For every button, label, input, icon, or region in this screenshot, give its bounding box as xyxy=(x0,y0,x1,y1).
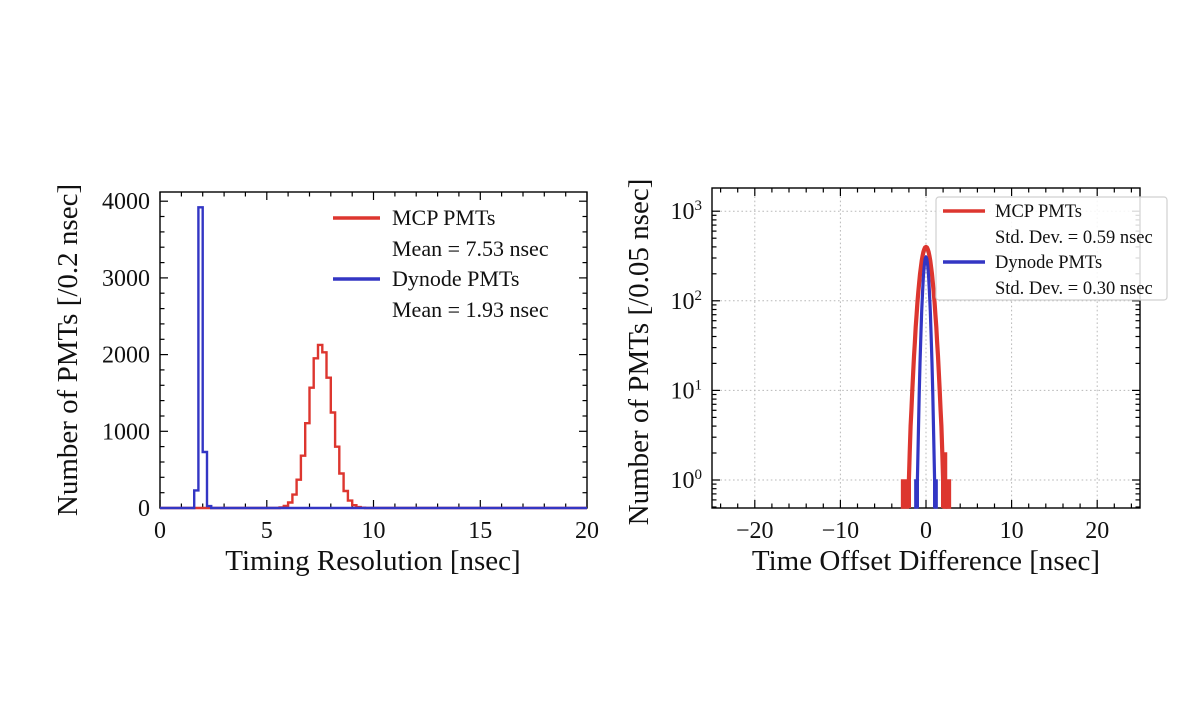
legend-stat-mcp: Std. Dev. = 0.59 nsec xyxy=(995,228,1153,248)
legend-label-mcp: MCP PMTs xyxy=(995,202,1082,222)
legend-stat-dynode: Std. Dev. = 0.30 nsec xyxy=(995,279,1153,299)
x-tick-label: 0 xyxy=(154,518,166,544)
legend-stat-mcp: Mean = 7.53 nsec xyxy=(392,236,549,261)
legend-label-dynode: Dynode PMTs xyxy=(392,266,519,291)
outlier-bar-mcp-pmts xyxy=(945,479,952,509)
x-tick-label: 5 xyxy=(261,518,273,544)
legend-frame xyxy=(935,196,1168,301)
x-tick-label: 20 xyxy=(1085,518,1109,544)
histogram-mcp-pmts xyxy=(160,343,587,510)
x-tick-label: 10 xyxy=(1000,518,1024,544)
right-legend: MCP PMTs Std. Dev. = 0.59 nsec Dynode PM… xyxy=(935,196,1168,301)
histogram-dynode-pmts xyxy=(160,206,587,510)
histogram-dynode-pmts xyxy=(915,255,937,508)
y-tick-label: 102 xyxy=(671,288,703,315)
legend-label-mcp: MCP PMTs xyxy=(392,205,495,230)
x-tick-label: −20 xyxy=(736,518,774,544)
histogram-mcp-pmts xyxy=(906,244,946,508)
right-yaxis-title: Number of PMTs [/0.05 nsec] xyxy=(623,179,655,526)
x-tick-label: 20 xyxy=(575,518,599,544)
left-xaxis-title: Timing Resolution [nsec] xyxy=(225,545,520,577)
x-tick-label: −10 xyxy=(822,518,860,544)
y-tick-label: 4000 xyxy=(102,189,150,215)
y-tick-label: 1000 xyxy=(102,419,150,445)
x-tick-label: 0 xyxy=(920,518,932,544)
x-tick-label: 10 xyxy=(362,518,386,544)
y-tick-label: 100 xyxy=(671,467,703,494)
y-tick-label: 0 xyxy=(138,496,150,522)
left-legend: MCP PMTs Mean = 7.53 nsec Dynode PMTs Me… xyxy=(333,205,549,322)
legend-label-dynode: Dynode PMTs xyxy=(995,253,1102,273)
left-yaxis-title: Number of PMTs [/0.2 nsec] xyxy=(52,184,84,516)
x-tick-label: 15 xyxy=(468,518,492,544)
y-tick-label: 101 xyxy=(671,377,703,404)
y-tick-label: 3000 xyxy=(102,266,150,292)
y-tick-label: 2000 xyxy=(102,343,150,369)
timing-resolution-plot: 0 5 10 15 20 0 1000 2000 3000 4000 xyxy=(102,189,599,544)
right-xaxis-title: Time Offset Difference [nsec] xyxy=(752,545,1100,577)
legend-stat-dynode: Mean = 1.93 nsec xyxy=(392,297,549,322)
y-tick-label: 103 xyxy=(671,198,703,225)
